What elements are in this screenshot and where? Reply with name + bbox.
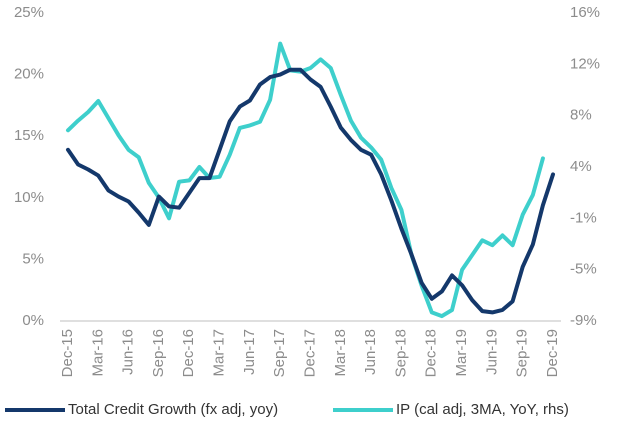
x-tick-label: Mar-17 (211, 329, 228, 377)
x-tick-label: Sep-18 (392, 329, 409, 377)
x-tick-label: Jun-17 (241, 329, 258, 375)
y-tick-label: 25% (14, 4, 44, 21)
x-tick-label: Jun-18 (362, 329, 379, 375)
x-tick-label: Mar-19 (453, 329, 470, 377)
y2-tick-label: 4% (570, 158, 592, 175)
x-tick-label: Dec-18 (423, 329, 440, 377)
x-tick-label: Mar-16 (89, 329, 106, 377)
series-line (66, 41, 545, 319)
y-tick-label: 20% (14, 66, 44, 83)
x-tick-label: Sep-16 (150, 329, 167, 377)
y2-tick-label: 16% (570, 4, 600, 21)
y2-tick-label: -1% (570, 209, 597, 226)
x-tick-label: Sep-17 (271, 329, 288, 377)
y2-tick-label: 8% (570, 107, 592, 124)
series-line (66, 67, 555, 315)
x-tick-label: Jun-19 (483, 329, 500, 375)
y-tick-label: 10% (14, 189, 44, 206)
y-tick-label: 0% (22, 312, 44, 329)
x-tick-label: Dec-15 (59, 329, 76, 377)
y-tick-label: 5% (22, 250, 44, 267)
legend-label: IP (cal adj, 3MA, YoY, rhs) (396, 401, 569, 418)
x-tick-label: Jun-16 (120, 329, 137, 375)
x-tick-label: Dec-19 (544, 329, 561, 377)
y2-tick-label: 12% (570, 55, 600, 72)
x-tick-label: Sep-19 (514, 329, 531, 377)
x-tick-label: Mar-18 (332, 329, 349, 377)
x-tick-label: Dec-16 (180, 329, 197, 377)
legend-label: Total Credit Growth (fx adj, yoy) (68, 401, 278, 418)
y2-tick-label: -5% (570, 261, 597, 278)
y-tick-label: 15% (14, 127, 44, 144)
y2-tick-label: -9% (570, 312, 597, 329)
x-tick-label: Dec-17 (301, 329, 318, 377)
